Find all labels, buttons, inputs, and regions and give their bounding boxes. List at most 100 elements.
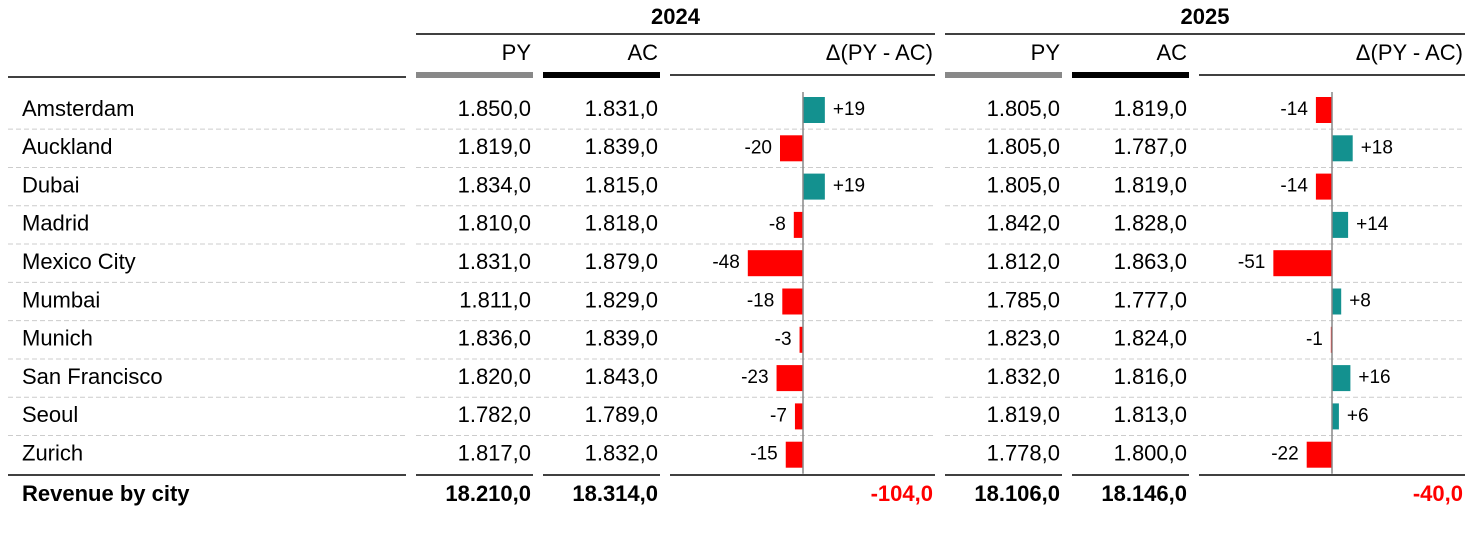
row-label: Mumbai (22, 287, 100, 312)
variance-label: -15 (750, 444, 777, 465)
variance-label: -48 (712, 252, 739, 273)
py-value: 1.805,0 (987, 172, 1060, 197)
ac-value: 1.828,0 (1114, 211, 1187, 236)
variance-bar (747, 250, 803, 277)
ac-value: 1.831,0 (585, 96, 658, 121)
variance-bar (793, 211, 803, 238)
row-label: Munich (22, 326, 93, 351)
py-value: 1.817,0 (458, 441, 531, 466)
variance-label: -22 (1271, 444, 1298, 465)
variance-label: +19 (833, 99, 865, 120)
year-header: 2025 (1181, 4, 1230, 29)
py-value: 1.819,0 (987, 402, 1060, 427)
variance-bar (1332, 365, 1351, 392)
variance-label: +14 (1356, 214, 1389, 235)
variance-bar (1315, 173, 1332, 200)
variance-bar (1306, 441, 1332, 468)
py-value: 1.836,0 (458, 326, 531, 351)
year-header: 2024 (651, 4, 701, 29)
variance-bar (799, 326, 803, 353)
py-value: 1.805,0 (987, 96, 1060, 121)
row-label: Mexico City (22, 249, 136, 274)
column-header: AC (627, 40, 658, 65)
column-header: AC (1156, 40, 1187, 65)
ac-value: 1.863,0 (1114, 249, 1187, 274)
py-value: 1.820,0 (458, 364, 531, 389)
ac-value: 1.839,0 (585, 326, 658, 351)
ac-value: 1.879,0 (585, 249, 658, 274)
total-ac: 18.314,0 (572, 481, 658, 506)
variance-bar (803, 173, 825, 200)
py-value: 1.823,0 (987, 326, 1060, 351)
py-value: 1.782,0 (458, 402, 531, 427)
ac-value: 1.816,0 (1114, 364, 1187, 389)
variance-label: -3 (775, 329, 792, 350)
variance-bar (1332, 211, 1349, 238)
py-value: 1.785,0 (987, 287, 1060, 312)
ac-value: 1.819,0 (1114, 172, 1187, 197)
py-value: 1.778,0 (987, 441, 1060, 466)
ac-value: 1.843,0 (585, 364, 658, 389)
variance-bar (1332, 403, 1339, 430)
total-label: Revenue by city (22, 481, 190, 506)
ac-value: 1.832,0 (585, 441, 658, 466)
row-label: Madrid (22, 211, 89, 236)
py-value: 1.819,0 (458, 134, 531, 159)
variance-label: +18 (1361, 137, 1393, 158)
column-header: Δ(PY - AC) (1356, 40, 1463, 65)
ac-value: 1.818,0 (585, 211, 658, 236)
ac-value: 1.839,0 (585, 134, 658, 159)
variance-bar (776, 365, 803, 392)
py-value: 1.850,0 (458, 96, 531, 121)
ac-value: 1.777,0 (1114, 287, 1187, 312)
variance-bar (803, 97, 825, 123)
py-value: 1.805,0 (987, 134, 1060, 159)
variance-label: +6 (1347, 405, 1369, 426)
variance-bar (780, 135, 803, 162)
variance-label: -1 (1306, 329, 1323, 350)
py-value: 1.842,0 (987, 211, 1060, 236)
variance-bar (1315, 97, 1332, 123)
variance-label: -18 (747, 291, 774, 312)
ac-value: 1.787,0 (1114, 134, 1187, 159)
total-py: 18.106,0 (974, 481, 1060, 506)
py-value: 1.832,0 (987, 364, 1060, 389)
py-value: 1.834,0 (458, 172, 531, 197)
row-label: Seoul (22, 402, 78, 427)
row-label: Auckland (22, 134, 113, 159)
ac-value: 1.829,0 (585, 287, 658, 312)
variance-label: -7 (770, 405, 787, 426)
variance-bar (1332, 288, 1342, 315)
variance-label: +16 (1358, 367, 1390, 388)
variance-label: +19 (833, 176, 865, 197)
variance-bar (785, 441, 803, 468)
total-delta: -40,0 (1413, 481, 1463, 506)
column-header: PY (1031, 40, 1061, 65)
row-label: Amsterdam (22, 96, 134, 121)
variance-label: -20 (745, 137, 772, 158)
py-value: 1.810,0 (458, 211, 531, 236)
total-delta: -104,0 (871, 481, 933, 506)
variance-label: -8 (769, 214, 786, 235)
variance-label: -23 (741, 367, 768, 388)
variance-bar (1273, 250, 1332, 277)
row-label: San Francisco (22, 364, 163, 389)
column-header: Δ(PY - AC) (826, 40, 933, 65)
variance-bar (1332, 135, 1353, 162)
total-ac: 18.146,0 (1101, 481, 1187, 506)
py-value: 1.811,0 (459, 287, 531, 312)
ac-value: 1.819,0 (1114, 96, 1187, 121)
row-label: Dubai (22, 172, 79, 197)
py-value: 1.812,0 (987, 249, 1060, 274)
variance-label: -14 (1280, 176, 1308, 197)
variance-label: -51 (1238, 252, 1265, 273)
variance-bar (794, 403, 803, 430)
variance-label: -14 (1280, 99, 1308, 120)
ac-value: 1.815,0 (585, 172, 658, 197)
ac-value: 1.824,0 (1114, 326, 1187, 351)
total-py: 18.210,0 (445, 481, 531, 506)
variance-bar (782, 288, 803, 315)
ac-value: 1.789,0 (585, 402, 658, 427)
variance-label: +8 (1349, 291, 1371, 312)
